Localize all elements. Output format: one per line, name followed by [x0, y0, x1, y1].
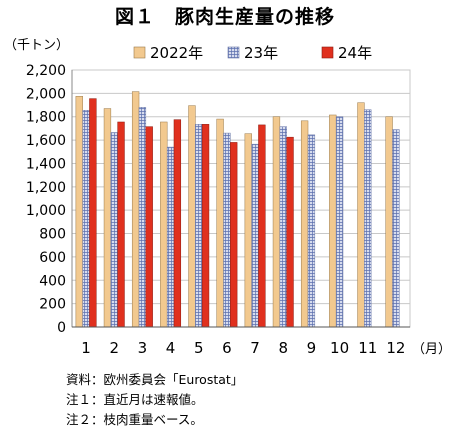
bar-2023: [251, 143, 259, 328]
x-tick-label: 5: [194, 339, 204, 357]
legend: 2022年 23年 24年: [133, 44, 372, 62]
y-tick-label: 2,200: [26, 63, 66, 79]
bar-2023: [166, 146, 175, 328]
note-2: 注２：枝肉重量ベース。: [66, 412, 203, 427]
bar-2022: [160, 121, 168, 328]
y-tick-label: 1,600: [26, 133, 66, 149]
figure-title: 図１ 豚肉生産量の推移: [114, 6, 335, 28]
notes: 資料：欧州委員会「Eurostat」 注１：直近月は速報値。 注２：枝肉重量ベー…: [66, 370, 243, 430]
bar-2024: [89, 98, 97, 328]
bar-2023: [279, 126, 287, 328]
x-tick-label: 4: [166, 339, 176, 357]
bar-2023: [364, 109, 372, 328]
y-tick-label: 800: [39, 227, 66, 243]
legend-swatch: [133, 46, 146, 59]
legend-label: 24年: [338, 44, 372, 62]
bar-2023: [223, 132, 231, 328]
bar-2023: [110, 132, 118, 328]
x-tick-label: 6: [222, 339, 232, 357]
x-tick-label: 10: [330, 339, 349, 357]
x-tick-label: 11: [358, 339, 377, 357]
bar-2023: [335, 116, 344, 328]
note-source: 資料：欧州委員会「Eurostat」: [66, 372, 244, 387]
bar-2024: [173, 119, 182, 328]
legend-label: 23年: [244, 44, 278, 62]
y-tick-label: 1,400: [26, 156, 66, 172]
x-tick-label: 12: [386, 339, 405, 357]
bars: [75, 91, 400, 328]
x-axis-label: （月）: [412, 342, 450, 357]
bar-2022: [300, 120, 309, 328]
bar-2023: [392, 129, 400, 328]
bar-2022: [329, 114, 337, 328]
legend-label: 2022年: [150, 44, 203, 62]
note-1: 注１：直近月は速報値。: [66, 392, 204, 407]
y-tick-label: 1,000: [26, 203, 66, 219]
legend-swatch: [321, 46, 334, 59]
x-tick-label: 7: [250, 339, 260, 357]
bar-2022: [216, 118, 224, 328]
y-tick-label: 0: [57, 320, 66, 336]
bar-2024: [286, 136, 294, 328]
bar-2024: [230, 142, 238, 328]
x-tick-label: 3: [138, 339, 148, 357]
bar-2023: [82, 110, 90, 328]
legend-swatch: [227, 46, 240, 59]
y-axis-label: （千トン）: [4, 38, 69, 53]
bar-2024: [117, 121, 125, 328]
bar-2024: [258, 124, 266, 328]
bar-2022: [131, 91, 140, 328]
bar-2023: [138, 107, 147, 328]
y-tick-label: 400: [39, 273, 66, 289]
bar-2024: [145, 126, 153, 328]
x-tick-label: 8: [278, 339, 288, 357]
y-tick-label: 1,200: [26, 180, 66, 196]
y-tick-label: 200: [39, 297, 66, 313]
bar-2022: [357, 102, 365, 328]
bar-2022: [244, 133, 252, 328]
y-tick-label: 1,800: [26, 110, 66, 126]
y-tick-label: 2,000: [26, 86, 66, 102]
x-tick-label: 9: [307, 339, 317, 357]
bar-2022: [103, 108, 112, 328]
axes: 0 200 400 600 800 1,000 1,200 1,400 1,600 1,800 2,…: [4, 38, 450, 357]
bar-2023: [195, 124, 203, 328]
bar-2023: [307, 134, 316, 328]
bar-2022: [272, 116, 281, 328]
x-tick-label: 1: [81, 339, 91, 357]
y-tick-label: 600: [39, 250, 66, 266]
bar-2022: [385, 116, 393, 328]
x-tick-label: 2: [109, 339, 119, 357]
bar-2022: [75, 96, 83, 328]
bar-2024: [201, 124, 210, 328]
bar-2022: [188, 105, 196, 328]
